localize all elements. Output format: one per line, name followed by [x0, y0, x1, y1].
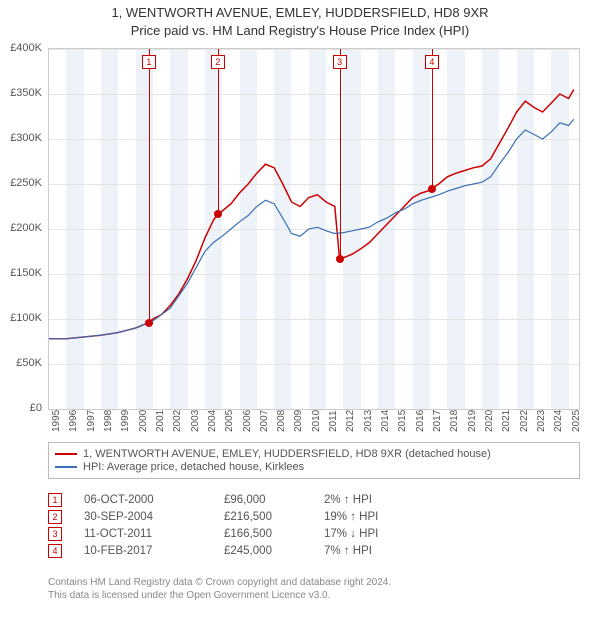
- x-tick-label: 2024: [553, 410, 564, 432]
- transaction-delta: 7% ↑ HPI: [324, 545, 444, 557]
- transaction-date: 10-FEB-2017: [84, 545, 224, 557]
- legend-row: 1, WENTWORTH AVENUE, EMLEY, HUDDERSFIELD…: [55, 448, 573, 460]
- transaction-table: 106-OCT-2000£96,0002% ↑ HPI230-SEP-2004£…: [48, 490, 568, 561]
- x-tick-label: 1998: [103, 410, 114, 432]
- x-tick-label: 2011: [328, 410, 339, 432]
- transaction-flag: 2: [48, 510, 62, 524]
- transaction-flag: 4: [48, 544, 62, 558]
- transaction-price: £216,500: [224, 511, 324, 523]
- x-tick-label: 2000: [138, 410, 149, 432]
- x-tick-label: 2023: [536, 410, 547, 432]
- x-tick-label: 2014: [380, 410, 391, 432]
- x-tick-label: 2007: [259, 410, 270, 432]
- y-tick-label: £400K: [10, 42, 42, 54]
- transaction-date: 06-OCT-2000: [84, 494, 224, 506]
- x-tick-label: 2004: [207, 410, 218, 432]
- footer-line: This data is licensed under the Open Gov…: [48, 589, 568, 602]
- flag-line: [218, 49, 219, 214]
- x-tick-label: 2010: [311, 410, 322, 432]
- transaction-price: £245,000: [224, 545, 324, 557]
- x-tick-label: 2025: [571, 410, 582, 432]
- marker-2: [214, 210, 222, 218]
- transaction-row: 3 11-OCT-2011£166,50017% ↓ HPI: [48, 527, 568, 541]
- x-tick-label: 2016: [415, 410, 426, 432]
- transaction-delta: 17% ↓ HPI: [324, 528, 444, 540]
- y-tick-label: £0: [30, 402, 42, 414]
- flag-1: 1: [142, 55, 156, 69]
- x-tick-label: 2009: [293, 410, 304, 432]
- transaction-price: £166,500: [224, 528, 324, 540]
- chart-container: 1, WENTWORTH AVENUE, EMLEY, HUDDERSFIELD…: [0, 0, 600, 620]
- series-property: [49, 90, 574, 339]
- chart-svg: [49, 49, 579, 409]
- y-axis-labels: £0£50K£100K£150K£200K£250K£300K£350K£400…: [0, 48, 46, 408]
- y-tick-label: £50K: [16, 357, 42, 369]
- marker-4: [428, 185, 436, 193]
- y-tick-label: £250K: [10, 177, 42, 189]
- x-tick-label: 2018: [449, 410, 460, 432]
- legend-row: HPI: Average price, detached house, Kirk…: [55, 461, 573, 473]
- x-tick-label: 2003: [190, 410, 201, 432]
- transaction-flag: 3: [48, 527, 62, 541]
- x-tick-label: 1995: [51, 410, 62, 432]
- x-tick-label: 2015: [397, 410, 408, 432]
- flag-line: [149, 49, 150, 323]
- x-axis-labels: 1995 1996 1997 1998 1999 2000 2001 2002 2003 2004…: [48, 410, 578, 440]
- legend-label: HPI: Average price, detached house, Kirk…: [83, 461, 304, 473]
- transaction-flag: 1: [48, 493, 62, 507]
- footer-line: Contains HM Land Registry data © Crown c…: [48, 576, 568, 589]
- marker-3: [336, 255, 344, 263]
- y-tick-label: £100K: [10, 312, 42, 324]
- x-tick-label: 2017: [432, 410, 443, 432]
- transaction-price: £96,000: [224, 494, 324, 506]
- x-tick-label: 2021: [501, 410, 512, 432]
- flag-2: 2: [211, 55, 225, 69]
- title-line-1: 1, WENTWORTH AVENUE, EMLEY, HUDDERSFIELD…: [0, 4, 600, 22]
- legend-swatch: [55, 453, 77, 455]
- chart-plot-area: 1 2 3 4: [48, 48, 580, 410]
- marker-1: [145, 319, 153, 327]
- transaction-delta: 2% ↑ HPI: [324, 494, 444, 506]
- transaction-date: 30-SEP-2004: [84, 511, 224, 523]
- x-tick-label: 1996: [68, 410, 79, 432]
- flag-line: [432, 49, 433, 189]
- x-tick-label: 2002: [172, 410, 183, 432]
- x-tick-label: 1999: [120, 410, 131, 432]
- x-tick-label: 2012: [345, 410, 356, 432]
- x-tick-label: 2008: [276, 410, 287, 432]
- x-tick-label: 2013: [363, 410, 374, 432]
- x-tick-label: 2006: [242, 410, 253, 432]
- x-tick-label: 2022: [519, 410, 530, 432]
- legend-swatch: [55, 466, 77, 468]
- flag-line: [340, 49, 341, 259]
- y-tick-label: £350K: [10, 87, 42, 99]
- legend-box: 1, WENTWORTH AVENUE, EMLEY, HUDDERSFIELD…: [48, 442, 580, 479]
- footer-attribution: Contains HM Land Registry data © Crown c…: [48, 576, 568, 602]
- x-tick-label: 2019: [467, 410, 478, 432]
- transaction-delta: 19% ↑ HPI: [324, 511, 444, 523]
- y-tick-label: £300K: [10, 132, 42, 144]
- x-tick-label: 2001: [155, 410, 166, 432]
- legend-label: 1, WENTWORTH AVENUE, EMLEY, HUDDERSFIELD…: [83, 448, 491, 460]
- transaction-row: 2 30-SEP-2004£216,50019% ↑ HPI: [48, 510, 568, 524]
- y-tick-label: £200K: [10, 222, 42, 234]
- flag-3: 3: [333, 55, 347, 69]
- transaction-date: 11-OCT-2011: [84, 528, 224, 540]
- transaction-row: 4 10-FEB-2017£245,0007% ↑ HPI: [48, 544, 568, 558]
- title-block: 1, WENTWORTH AVENUE, EMLEY, HUDDERSFIELD…: [0, 0, 600, 40]
- transaction-row: 1 06-OCT-2000£96,0002% ↑ HPI: [48, 493, 568, 507]
- flag-4: 4: [425, 55, 439, 69]
- x-tick-label: 1997: [86, 410, 97, 432]
- x-tick-label: 2020: [484, 410, 495, 432]
- y-tick-label: £150K: [10, 267, 42, 279]
- title-line-2: Price paid vs. HM Land Registry's House …: [0, 22, 600, 40]
- x-tick-label: 2005: [224, 410, 235, 432]
